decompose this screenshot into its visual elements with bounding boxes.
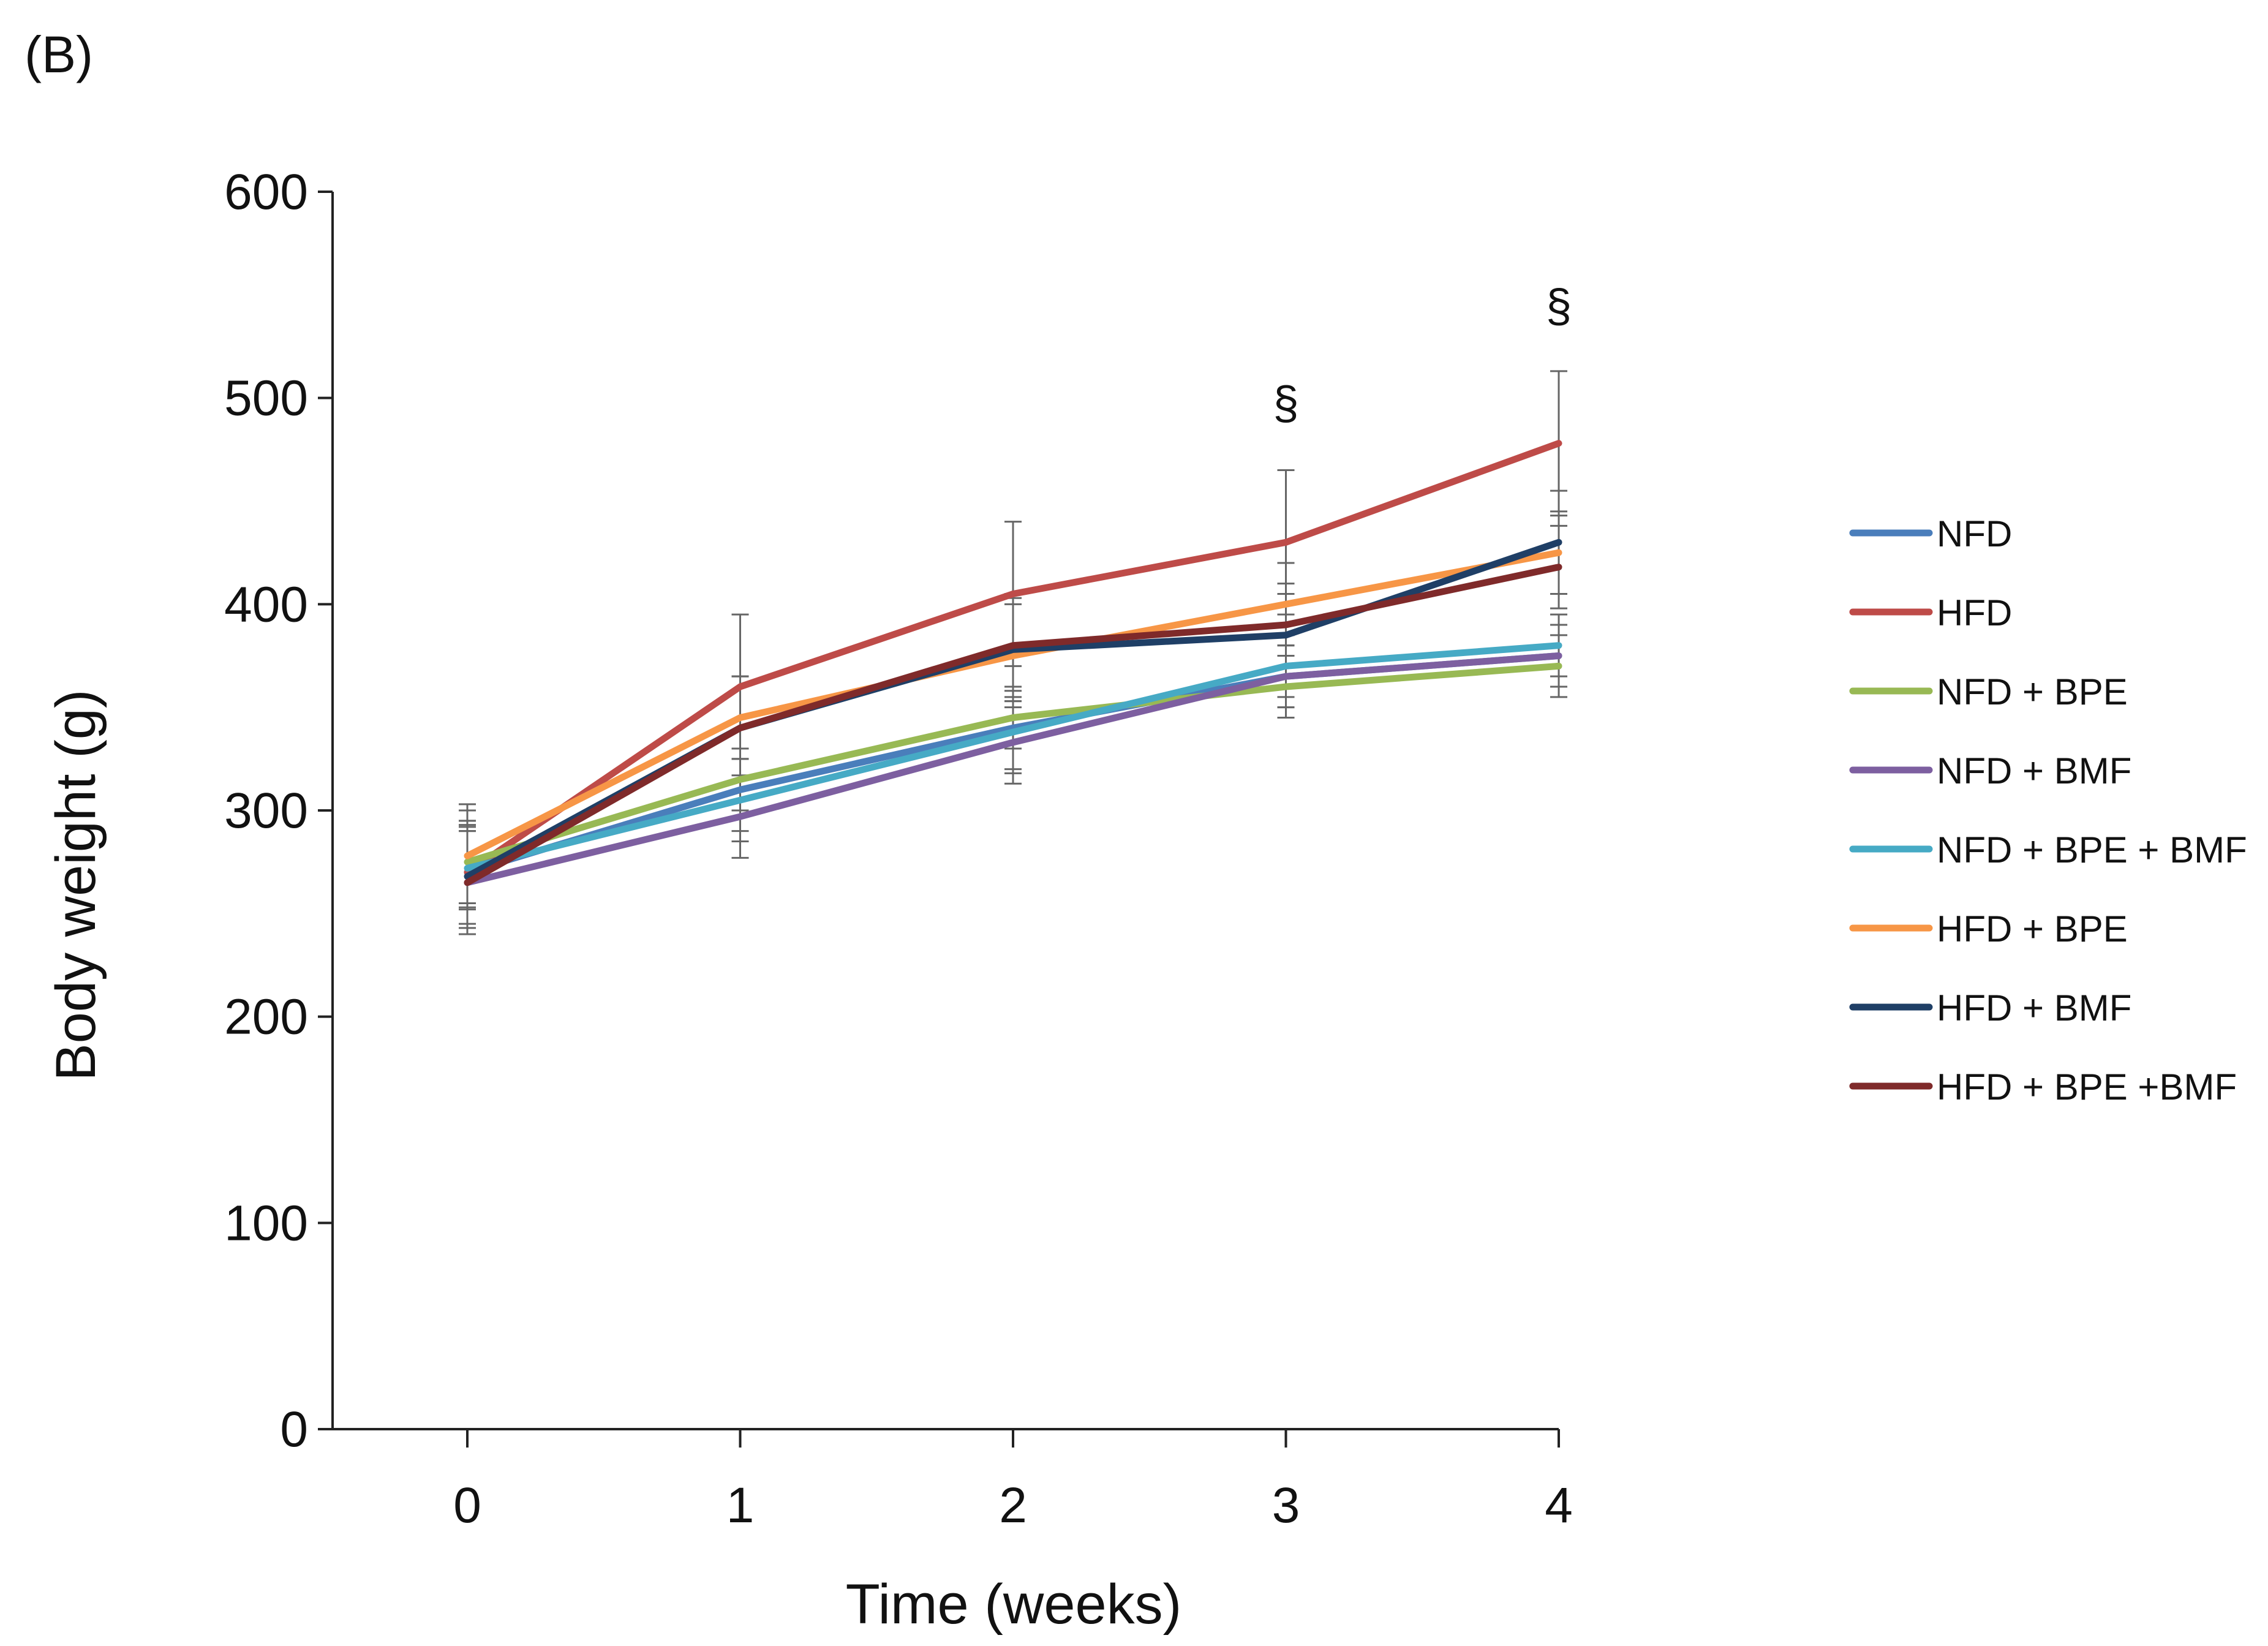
panel-label: (B) <box>24 26 93 83</box>
legend-item-hfd-bmf: HFD + BMF <box>1849 987 2131 1029</box>
series-line-nfd-bpe <box>464 662 1562 866</box>
y-tick-label: 500 <box>224 371 308 426</box>
series-line-nfd-bmf <box>464 652 1562 886</box>
series-line-nfd-bpe-bmf <box>464 642 1562 872</box>
x-tick-label: 0 <box>453 1478 481 1533</box>
legend-item-hfd: HFD <box>1849 592 2012 633</box>
legend-label: HFD + BMF <box>1937 987 2131 1029</box>
x-tick-label: 3 <box>1272 1478 1300 1533</box>
x-tick-label: 1 <box>726 1478 755 1533</box>
legend-item-hfd-bpe: HFD + BPE <box>1849 908 2128 949</box>
significance-marker: § <box>1546 280 1572 332</box>
legend-item-nfd-bmf: NFD + BMF <box>1849 750 2131 791</box>
legend-item-nfd: NFD <box>1849 513 2012 554</box>
y-tick-label: 200 <box>224 989 308 1045</box>
significance-annotations: §§ <box>1273 280 1572 429</box>
legend-label: NFD <box>1937 513 2012 554</box>
axes: 0 100 200 300 400 500 600 0 1 2 3 4 <box>224 164 1573 1533</box>
y-tick-label: 0 <box>280 1402 308 1457</box>
y-tick-label: 300 <box>224 783 308 839</box>
y-tick-label: 400 <box>224 576 308 632</box>
legend-label: HFD + BPE +BMF <box>1937 1067 2237 1108</box>
series-lines <box>464 440 1562 886</box>
legend-item-hfd-bpe-bmf: HFD + BPE +BMF <box>1849 1067 2237 1108</box>
x-tick-label: 4 <box>1545 1478 1573 1533</box>
x-axis-title: Time (weeks) <box>846 1573 1182 1636</box>
legend: NFD HFD NFD + BPE NFD + BMF NFD + BPE + BMF H… <box>1849 513 2247 1108</box>
x-tick-label: 2 <box>999 1478 1027 1533</box>
legend-label: HFD + BPE <box>1937 908 2128 949</box>
y-axis-title: Body weight (g) <box>45 689 107 1081</box>
series-line-hfd-bpe-bmf <box>464 564 1562 886</box>
y-tick-label: 600 <box>224 164 308 220</box>
series-line-hfd <box>464 440 1562 876</box>
legend-item-nfd-bpe: NFD + BPE <box>1849 671 2128 712</box>
legend-label: NFD + BPE <box>1937 671 2128 712</box>
y-tick-label: 100 <box>224 1195 308 1251</box>
significance-marker: § <box>1273 377 1298 429</box>
legend-label: HFD <box>1937 592 2012 633</box>
legend-label: NFD + BMF <box>1937 750 2131 791</box>
series-line-hfd-bpe <box>464 549 1562 859</box>
legend-label: NFD + BPE + BMF <box>1937 829 2247 870</box>
legend-item-nfd-bpe-bmf: NFD + BPE + BMF <box>1849 829 2247 870</box>
